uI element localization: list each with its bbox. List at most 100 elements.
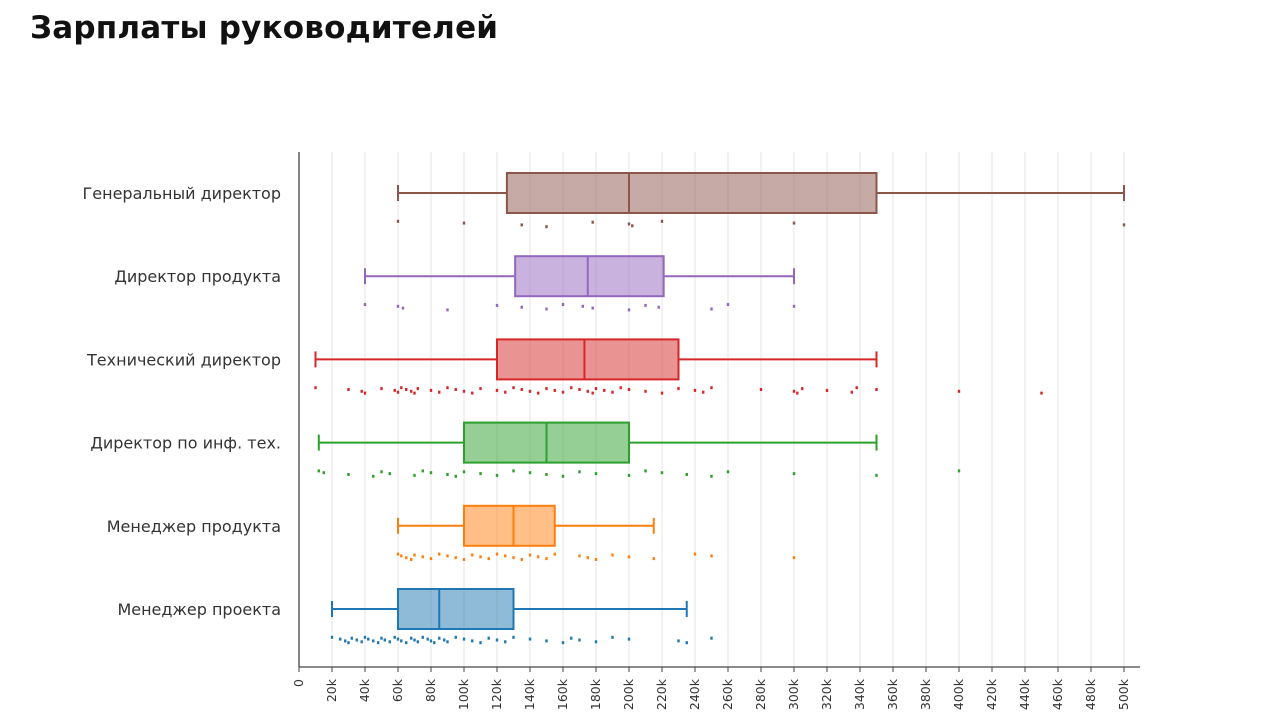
box-series: [363, 255, 796, 312]
data-point: [396, 219, 400, 223]
data-point: [710, 474, 713, 478]
data-point: [377, 641, 380, 645]
data-point: [495, 552, 499, 556]
data-point: [396, 304, 400, 308]
data-point: [677, 387, 680, 391]
data-point: [652, 557, 655, 561]
data-point: [631, 224, 634, 228]
x-tick-label: 500k: [1116, 678, 1131, 710]
data-point: [611, 635, 614, 639]
data-point: [726, 303, 730, 306]
data-point: [591, 391, 594, 395]
data-point: [363, 391, 367, 395]
data-point: [405, 556, 408, 560]
data-point: [581, 304, 584, 308]
data-point: [479, 472, 482, 476]
data-point: [685, 641, 688, 645]
data-point: [627, 222, 631, 226]
data-point: [586, 389, 589, 393]
data-point: [677, 639, 680, 643]
data-point: [611, 390, 614, 394]
data-point: [322, 471, 325, 475]
x-tick-label: 140k: [522, 678, 537, 710]
x-tick-label: 380k: [918, 678, 933, 710]
x-tick-label: 240k: [687, 678, 702, 710]
box-series: [396, 504, 796, 561]
x-tick-label: 320k: [819, 678, 834, 710]
data-point: [504, 390, 507, 394]
x-tick-label: 260k: [720, 678, 735, 710]
x-tick-label: 60k: [390, 678, 405, 702]
data-point: [380, 636, 383, 640]
grid-lines: [331, 152, 1125, 667]
x-tick-label: 400k: [951, 678, 966, 710]
category-label: Генеральный директор: [83, 184, 282, 203]
x-tick-label: 440k: [1017, 678, 1032, 710]
data-point: [479, 387, 482, 391]
data-point: [360, 389, 363, 393]
data-point: [372, 639, 375, 643]
category-label: Директор продукта: [114, 267, 281, 286]
data-point: [355, 638, 358, 642]
data-point: [561, 474, 565, 478]
data-point: [644, 469, 647, 473]
data-point: [594, 472, 598, 476]
data-point: [796, 391, 799, 395]
box-series: [314, 338, 1043, 395]
x-tick-label: 200k: [621, 678, 636, 710]
data-point: [400, 386, 403, 390]
data-point: [710, 386, 713, 390]
data-point: [512, 469, 515, 473]
data-point: [314, 386, 317, 390]
data-point: [454, 388, 457, 391]
data-point: [383, 638, 386, 642]
data-point: [421, 635, 424, 639]
data-point: [685, 473, 688, 476]
data-point: [570, 386, 573, 390]
data-point: [388, 640, 391, 644]
data-point: [504, 640, 507, 644]
x-tick-label: 220k: [654, 678, 669, 710]
data-point: [401, 306, 405, 310]
data-point: [850, 390, 853, 394]
data-point: [410, 558, 413, 561]
data-point: [400, 554, 403, 558]
data-point: [657, 305, 660, 309]
data-point: [545, 473, 548, 476]
data-point: [410, 389, 413, 393]
data-point: [578, 388, 581, 391]
data-point: [570, 636, 573, 640]
data-point: [347, 473, 350, 476]
category-label: Менеджер продукта: [107, 517, 281, 536]
data-point: [578, 554, 581, 558]
data-point: [438, 636, 441, 640]
data-point: [350, 636, 353, 640]
data-point: [405, 641, 408, 645]
data-point: [660, 391, 664, 395]
x-tick-label: 360k: [885, 678, 900, 710]
data-point: [578, 470, 581, 474]
data-point: [702, 390, 705, 394]
data-point: [454, 556, 457, 560]
data-point: [363, 635, 367, 639]
box-iqr: [463, 504, 556, 547]
x-tick-label: 120k: [489, 678, 504, 710]
data-point: [710, 307, 713, 311]
data-point: [339, 637, 342, 641]
data-point: [413, 638, 416, 642]
data-point: [520, 305, 523, 309]
data-point: [660, 471, 664, 475]
category-label: Менеджер проекта: [117, 600, 281, 619]
x-tick-label: 420k: [984, 678, 999, 710]
data-point: [405, 388, 408, 391]
data-point: [545, 557, 548, 561]
data-point: [1040, 391, 1043, 395]
data-point: [627, 473, 631, 477]
data-point: [627, 308, 631, 312]
x-tick-label: 460k: [1050, 678, 1065, 710]
box-iqr: [496, 338, 680, 381]
data-point: [413, 391, 416, 395]
data-point: [446, 386, 449, 390]
data-point: [344, 639, 347, 643]
